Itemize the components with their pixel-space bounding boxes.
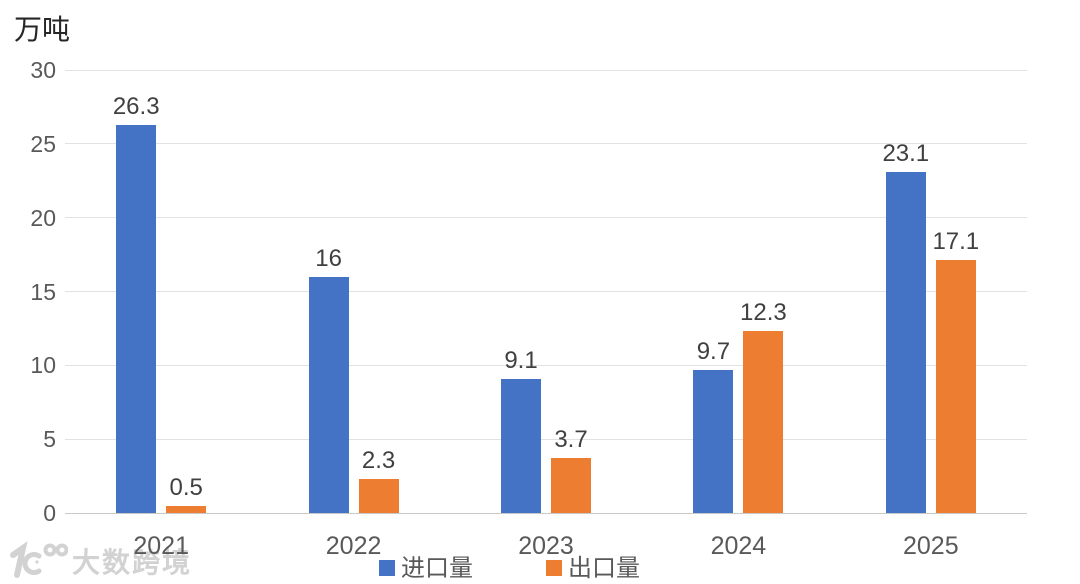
watermark-logo-icon <box>10 541 68 578</box>
bar-value-label: 3.7 <box>554 426 588 454</box>
legend-label: 出口量 <box>568 555 640 582</box>
bar-export <box>743 331 784 513</box>
gridline <box>65 143 1027 145</box>
bar-export <box>551 458 591 513</box>
y-axis-tick-label: 30 <box>30 57 56 83</box>
bar-value-label: 26.3 <box>112 92 160 120</box>
y-axis-tick-label: 0 <box>43 500 56 526</box>
x-axis-label: 2025 <box>902 532 959 560</box>
y-axis-tick-label: 20 <box>30 204 56 231</box>
y-axis-tick-label: 15 <box>30 278 56 305</box>
legend-swatch <box>379 560 395 576</box>
legend: 进口量 出口量 <box>379 556 640 582</box>
gridline <box>65 364 1027 366</box>
bar-import <box>501 378 541 513</box>
y-axis-unit-label: 万吨 <box>14 14 71 45</box>
bar-import <box>693 369 734 513</box>
x-axis-label: 2022 <box>325 532 382 560</box>
x-axis-label: 2023 <box>518 532 574 560</box>
x-axis-label: 2021 <box>133 532 189 560</box>
bar-value-label: 17.1 <box>932 228 980 256</box>
bar-import <box>308 276 349 513</box>
bar-import <box>885 171 926 513</box>
bar-export <box>935 260 976 513</box>
legend-item: 出口量 <box>546 556 640 582</box>
gridline <box>65 217 1027 219</box>
gridline <box>65 438 1027 440</box>
bar-value-label: 0.5 <box>169 473 203 501</box>
legend-swatch <box>546 560 562 576</box>
x-axis-label: 2024 <box>710 532 767 560</box>
y-axis-tick-label: 10 <box>30 352 56 379</box>
bar-value-label: 9.1 <box>504 346 538 374</box>
bar-value-label: 2.3 <box>361 447 396 475</box>
y-axis-tick-label: 25 <box>30 130 56 157</box>
bar-value-label: 16 <box>315 244 342 272</box>
y-axis-tick-label: 5 <box>43 426 56 453</box>
bar-export <box>358 479 399 513</box>
bar-value-label: 12.3 <box>740 299 787 327</box>
bar-export <box>166 505 207 513</box>
legend-item: 进口量 <box>379 556 473 582</box>
bar-import <box>116 124 157 513</box>
gridline <box>65 69 1027 71</box>
x-axis-line <box>65 512 1027 514</box>
bar-value-label: 23.1 <box>882 139 930 167</box>
bar-value-label: 9.7 <box>696 337 731 365</box>
gridline <box>65 291 1027 292</box>
legend-label: 进口量 <box>401 555 473 582</box>
